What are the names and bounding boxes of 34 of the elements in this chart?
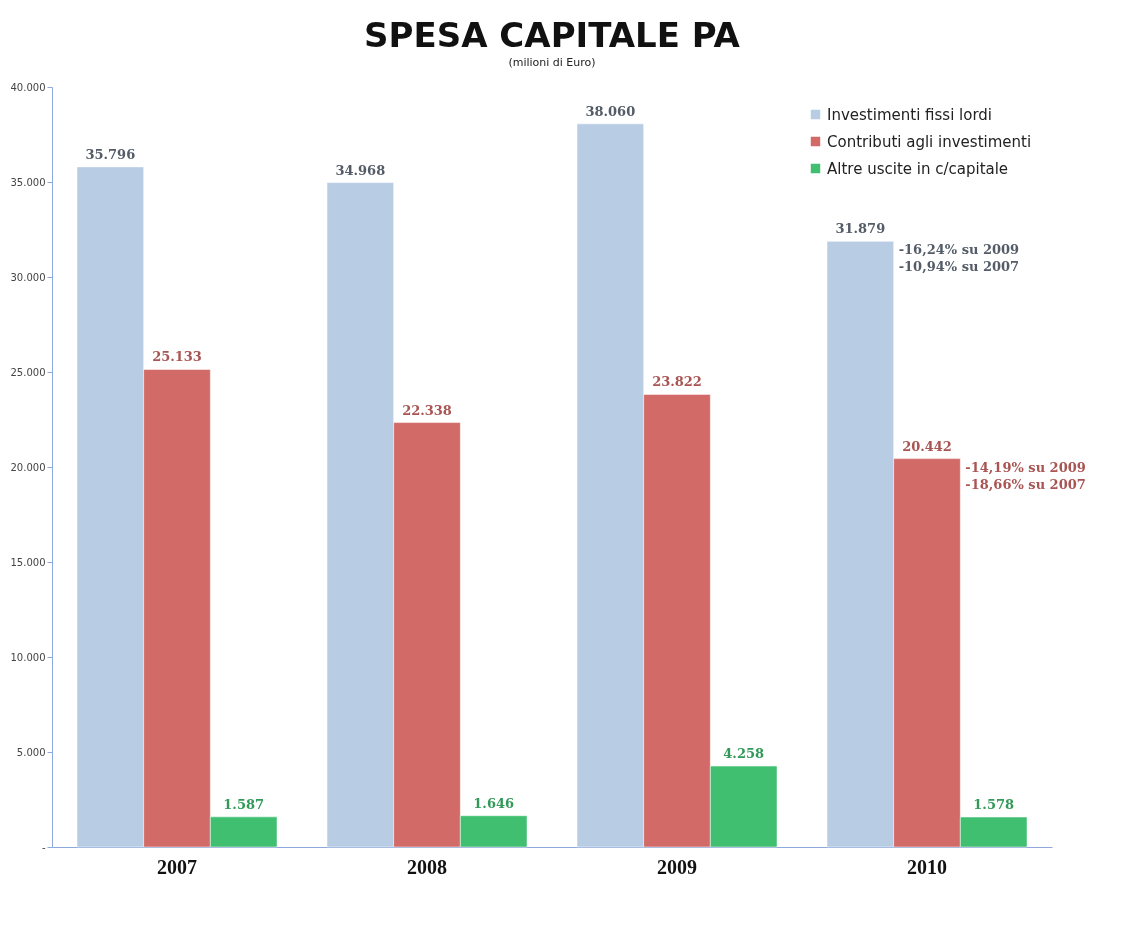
x-tick-label: 2010 xyxy=(907,855,947,878)
chart-title: SPESA CAPITALE PA xyxy=(364,15,741,55)
data-label: 1.646 xyxy=(473,795,515,811)
legend-label: Altre uscite in c/capitale xyxy=(827,159,1009,178)
annotation: -16,24% su 2009 xyxy=(898,242,1020,258)
y-tick-label: 15.000 xyxy=(10,556,46,568)
data-label: 25.133 xyxy=(152,349,202,365)
data-label: 23.822 xyxy=(652,374,702,390)
annotation: -10,94% su 2007 xyxy=(898,259,1020,275)
x-tick-label: 2007 xyxy=(157,855,197,878)
y-tick-label: 40.000 xyxy=(10,81,46,93)
annotation: -18,66% su 2007 xyxy=(965,476,1086,492)
data-label: 1.587 xyxy=(223,796,265,812)
x-tick-label: 2008 xyxy=(407,855,447,878)
data-label: 38.060 xyxy=(585,103,636,119)
annotation: -14,19% su 2009 xyxy=(965,459,1086,475)
legend-label: Investimenti fissi lordi xyxy=(827,105,993,124)
data-label: 1.578 xyxy=(973,797,1015,813)
y-tick-label: 5.000 xyxy=(16,746,46,758)
y-tick-label: 25.000 xyxy=(10,366,46,378)
data-label: 22.338 xyxy=(402,402,452,418)
data-label: 20.442 xyxy=(902,438,952,454)
data-label: 31.879 xyxy=(835,221,886,237)
legend-label: Contributi agli investimenti xyxy=(827,132,1032,151)
x-tick-label: 2009 xyxy=(657,855,697,878)
y-tick-label: 20.000 xyxy=(10,461,46,473)
y-tick-label: 30.000 xyxy=(10,271,46,283)
data-label: 35.796 xyxy=(85,146,136,162)
data-label: 4.258 xyxy=(723,746,765,762)
y-tick-label: 35.000 xyxy=(10,176,46,188)
data-label: 34.968 xyxy=(335,162,386,178)
chart-subtitle: (milioni di Euro) xyxy=(508,56,596,69)
y-tick-label: 10.000 xyxy=(10,651,46,663)
y-tick-label: - xyxy=(41,841,46,853)
